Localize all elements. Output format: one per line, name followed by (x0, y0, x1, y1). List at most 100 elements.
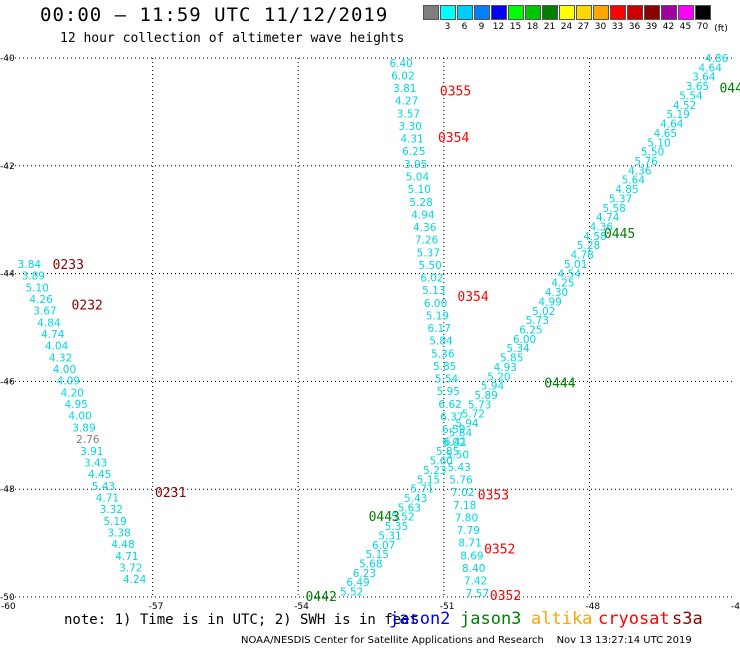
wave-height-value: 5.15 (366, 549, 389, 561)
legend-label: 9 (478, 22, 485, 32)
wave-height-value: 3.43 (84, 457, 107, 469)
legend-label: 6 (461, 22, 468, 32)
pass-time-label: 0443 (369, 510, 400, 525)
wave-height-value: 5.35 (385, 521, 408, 533)
legend-label: 42 (662, 22, 675, 32)
wave-height-value: 3.32 (100, 504, 123, 516)
wave-height-value: 7.42 (464, 576, 487, 588)
wave-height-value: 4.04 (45, 341, 69, 353)
legend-label: 36 (628, 22, 641, 32)
wave-height-value: 5.13 (422, 285, 445, 297)
wave-height-value: 3.65 (686, 81, 709, 93)
wave-height-value: 4.32 (49, 352, 72, 364)
wave-height-value: 4.45 (88, 469, 111, 481)
wave-height-value: 4.20 (61, 387, 84, 399)
legend-label: 21 (543, 22, 556, 32)
wave-height-value: 6.00 (424, 298, 447, 310)
legend-swatch (558, 5, 575, 20)
legend-swatch (660, 5, 677, 20)
pass-time-label: 0446 (719, 82, 740, 97)
wave-height-value: 4.00 (68, 411, 91, 423)
wave-height-value: 5.20 (487, 371, 510, 383)
legend-label: 18 (526, 22, 539, 32)
wave-height-value: 5.52 (391, 512, 414, 524)
wave-height-value: 5.19 (666, 109, 689, 121)
wave-height-value: 4.26 (29, 294, 53, 306)
wave-height-value: 5.19 (103, 516, 126, 528)
wave-height-value: 3.64 (692, 72, 716, 84)
wave-height-value: 5.54 (679, 90, 703, 102)
legend-swatch (694, 5, 711, 20)
pass-time-label: 0352 (484, 542, 515, 557)
legend-item: 18 (524, 5, 541, 34)
wave-height-value: 5.50 (641, 147, 664, 159)
wave-height-value: 5.28 (577, 240, 600, 252)
wave-height-value: 7.02 (451, 487, 474, 499)
wave-height-value: 8.40 (462, 563, 485, 575)
lat-tick-label: -42 (0, 162, 15, 172)
wave-height-value: 3.95 (404, 159, 427, 171)
legend-swatch (439, 5, 456, 20)
legend-item: 30 (592, 5, 609, 34)
wave-height-value: 5.15 (417, 474, 440, 486)
lon-tick-label: -45 (731, 602, 740, 612)
legend-swatch (677, 5, 694, 20)
wave-height-value: 3.72 (119, 563, 142, 575)
wave-height-value: 4.86 (705, 53, 729, 65)
wave-height-value: 4.48 (111, 539, 134, 551)
wave-height-value: 5.43 (404, 493, 427, 505)
legend-swatch (575, 5, 592, 20)
wave-height-value: 3.67 (33, 306, 56, 318)
lon-tick-label: -57 (149, 602, 164, 612)
lat-tick-label: -50 (0, 593, 15, 603)
wave-height-value: 5.04 (406, 172, 430, 184)
wave-height-value: 4.00 (53, 364, 76, 376)
pass-time-label: 0353 (478, 489, 509, 504)
lon-tick-label: -60 (1, 602, 16, 612)
wave-height-value: 3.38 (107, 527, 130, 539)
legend-item: 6 (456, 5, 473, 34)
wave-height-value: 5.68 (359, 559, 382, 571)
legend-item: 24 (558, 5, 575, 34)
wave-height-value: 5.28 (409, 197, 432, 209)
wave-height-value: 4.78 (570, 250, 593, 262)
lon-tick-label: -48 (585, 602, 600, 612)
wave-height-value: 4.31 (400, 134, 423, 146)
legend-label: 70 (696, 22, 709, 32)
wave-height-value: 5.63 (398, 502, 421, 514)
wave-height-value: 7.79 (457, 525, 480, 537)
footer-credit: NOAA/NESDIS Center for Satellite Applica… (241, 635, 692, 646)
legend-unit: (ft) (714, 24, 728, 34)
legend-swatch (626, 5, 643, 20)
wave-height-value: 4.65 (654, 128, 677, 140)
wave-height-value: 2.76 (76, 434, 100, 446)
wave-height-value: 4.84 (37, 317, 61, 329)
wave-height-value: 6.41 (444, 437, 467, 449)
legend-label: 3 (444, 22, 451, 32)
legend-label: 27 (577, 22, 590, 32)
legend-swatch (490, 5, 507, 20)
wave-height-value: 5.10 (408, 184, 431, 196)
legend-label: 39 (645, 22, 658, 32)
wave-height-value: 5.71 (410, 484, 433, 496)
wave-height-value: 6.00 (513, 334, 536, 346)
wave-height-value: 3.89 (72, 422, 95, 434)
pass-time-label: 0354 (438, 131, 469, 146)
wave-height-value: 4.09 (57, 376, 80, 388)
legend-swatch (507, 5, 524, 20)
chart-title: 00:00 — 11:59 UTC 11/12/2019 (40, 4, 389, 26)
wave-height-value: 5.36 (431, 348, 455, 360)
wave-height-value: 4.58 (583, 231, 606, 243)
wave-height-value: 4.94 (411, 209, 435, 221)
wave-height-value: 5.31 (378, 530, 401, 542)
pass-time-label: 0445 (604, 227, 635, 242)
wave-height-value: 4.74 (596, 212, 620, 224)
legend-item: 12 (490, 5, 507, 34)
wave-height-value: 3.30 (399, 121, 422, 133)
wave-height-value: 5.85 (500, 353, 523, 365)
legend-item: 39 (643, 5, 660, 34)
wave-height-value: 6.02 (391, 70, 414, 82)
lat-tick-label: -40 (0, 54, 15, 64)
wave-height-value: 6.37 (440, 411, 463, 423)
wave-height-value: 3.91 (80, 446, 103, 458)
